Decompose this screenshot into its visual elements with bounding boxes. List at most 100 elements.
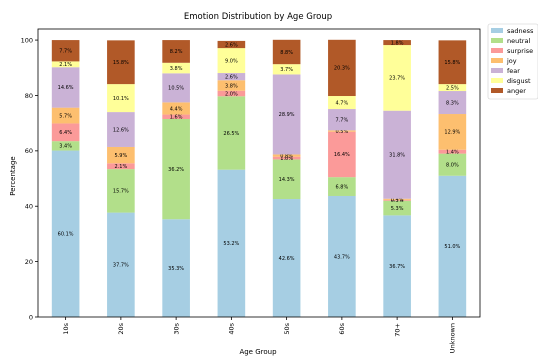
bar-segment-fear: [51, 67, 80, 108]
data-label: 16.4%: [334, 152, 350, 158]
bar-segment-surprise: [162, 114, 190, 119]
bar-segment-surprise: [328, 131, 356, 178]
x-axis-label: Age Group: [239, 348, 277, 356]
x-tick-label: 10s: [62, 322, 70, 334]
data-label: 5.9%: [115, 153, 128, 159]
x-tick-label: 30s: [172, 322, 180, 334]
bar-segment-neutral: [328, 177, 356, 196]
data-label: 6.4%: [59, 130, 72, 136]
data-label: 51.0%: [444, 244, 460, 250]
bar-segment-anger: [328, 39, 356, 97]
data-label: 10.5%: [168, 86, 184, 92]
bar-segment-disgust: [51, 61, 80, 68]
data-label: 7.7%: [336, 117, 349, 123]
data-label: 4.4%: [170, 106, 183, 112]
bar-segment-neutral: [107, 169, 135, 213]
bar-segment-joy: [328, 130, 356, 132]
data-label: 5.3%: [391, 206, 404, 212]
data-label: 3.8%: [170, 66, 183, 72]
x-tick-label: Unknown: [449, 323, 457, 353]
data-label: 2.6%: [225, 74, 238, 80]
legend-swatch-joy: [491, 58, 503, 63]
data-label: 2.1%: [59, 62, 72, 68]
data-label: 15.8%: [444, 60, 460, 66]
y-tick-label: 80: [25, 92, 33, 100]
data-label: 20.3%: [334, 66, 350, 72]
legend: sadness neutral surprise joy fear disgust ange…: [487, 23, 538, 100]
bar-segment-sadness: [107, 212, 135, 317]
bar-segment-joy: [51, 107, 80, 124]
bar-segment-disgust: [272, 64, 301, 75]
bar-segment-anger: [217, 40, 246, 49]
bar-segment-disgust: [217, 48, 246, 74]
data-label: 1.6%: [170, 115, 183, 121]
plot-frame: [37, 28, 481, 318]
legend-swatch-surprise: [491, 48, 503, 53]
data-label: 42.6%: [279, 256, 295, 262]
bar-segment-surprise: [51, 123, 80, 142]
bars-layer: 60.1% 3.4% 6.4% 5.7% 14.6% 2.1% 7.7% 37.7% 15.7%…: [51, 39, 467, 317]
data-label: 0.5%: [336, 129, 349, 135]
bar-segment-neutral: [438, 153, 467, 176]
legend-swatch-sadness: [491, 28, 503, 33]
legend-swatch-neutral: [491, 38, 503, 43]
bar-segment-anger: [383, 40, 411, 46]
y-tick-label: 20: [25, 258, 33, 266]
data-label: 8.8%: [280, 50, 293, 56]
data-label: 31.8%: [389, 153, 405, 159]
x-tick-label: 40s: [228, 322, 236, 334]
data-label: 14.6%: [58, 85, 74, 91]
bar-segment-surprise: [107, 163, 135, 170]
data-label: 2.1%: [115, 164, 128, 170]
legend-label-fear: fear: [507, 67, 520, 75]
data-label: 0.8%: [280, 153, 293, 159]
data-label: 8.2%: [170, 49, 183, 55]
data-label: 43.7%: [334, 254, 350, 260]
bar-segment-disgust: [438, 84, 467, 92]
data-label: 53.2%: [223, 241, 239, 247]
legend-label-neutral: neutral: [507, 37, 530, 45]
bar-segment-neutral: [162, 119, 190, 220]
data-label: 3.4%: [59, 144, 72, 150]
bar-segment-joy: [107, 146, 135, 164]
data-label: 1.8%: [391, 40, 404, 46]
bar-segment-fear: [328, 109, 356, 131]
bar-segment-surprise: [383, 199, 411, 201]
bar-segment-anger: [272, 39, 301, 65]
bar-segment-fear: [107, 112, 135, 147]
x-tick-label: 70+: [393, 323, 401, 337]
bar-segment-sadness: [383, 215, 411, 317]
bar-segment-sadness: [272, 199, 301, 317]
data-label: 6.8%: [336, 184, 349, 190]
x-tick-label: 20s: [117, 322, 125, 334]
x-tick-label: 50s: [283, 322, 291, 334]
data-label: 15.8%: [113, 60, 129, 66]
legend-label-surprise: surprise: [507, 47, 533, 55]
data-label: 28.9%: [279, 112, 295, 118]
data-label: 9.0%: [225, 58, 238, 64]
legend-label-anger: anger: [507, 87, 526, 95]
data-label: 23.7%: [389, 76, 405, 82]
y-tick-label: 100: [21, 36, 33, 44]
bar-segment-joy: [272, 154, 301, 157]
data-label: 2.6%: [225, 42, 238, 48]
bar-segment-neutral: [383, 200, 411, 216]
bar-segment-disgust: [162, 62, 190, 74]
y-tick-label: 40: [25, 203, 33, 211]
data-label: 35.3%: [168, 266, 184, 272]
data-label: 3.7%: [280, 67, 293, 73]
chart-title: Emotion Distribution by Age Group: [184, 12, 332, 22]
legend-swatch-fear: [491, 68, 503, 73]
bar-segment-fear: [438, 91, 467, 115]
data-label: 36.2%: [168, 167, 184, 173]
bar-segment-sadness: [162, 219, 190, 317]
bar-segment-fear: [162, 73, 190, 103]
y-tick-label: 0: [29, 313, 33, 321]
bar-segment-joy: [438, 114, 467, 150]
data-label: 15.7%: [113, 189, 129, 195]
data-label: 4.7%: [336, 100, 349, 106]
bar-segment-anger: [162, 40, 190, 63]
bar-segment-anger: [438, 40, 467, 85]
data-label: 8.0%: [446, 162, 459, 168]
